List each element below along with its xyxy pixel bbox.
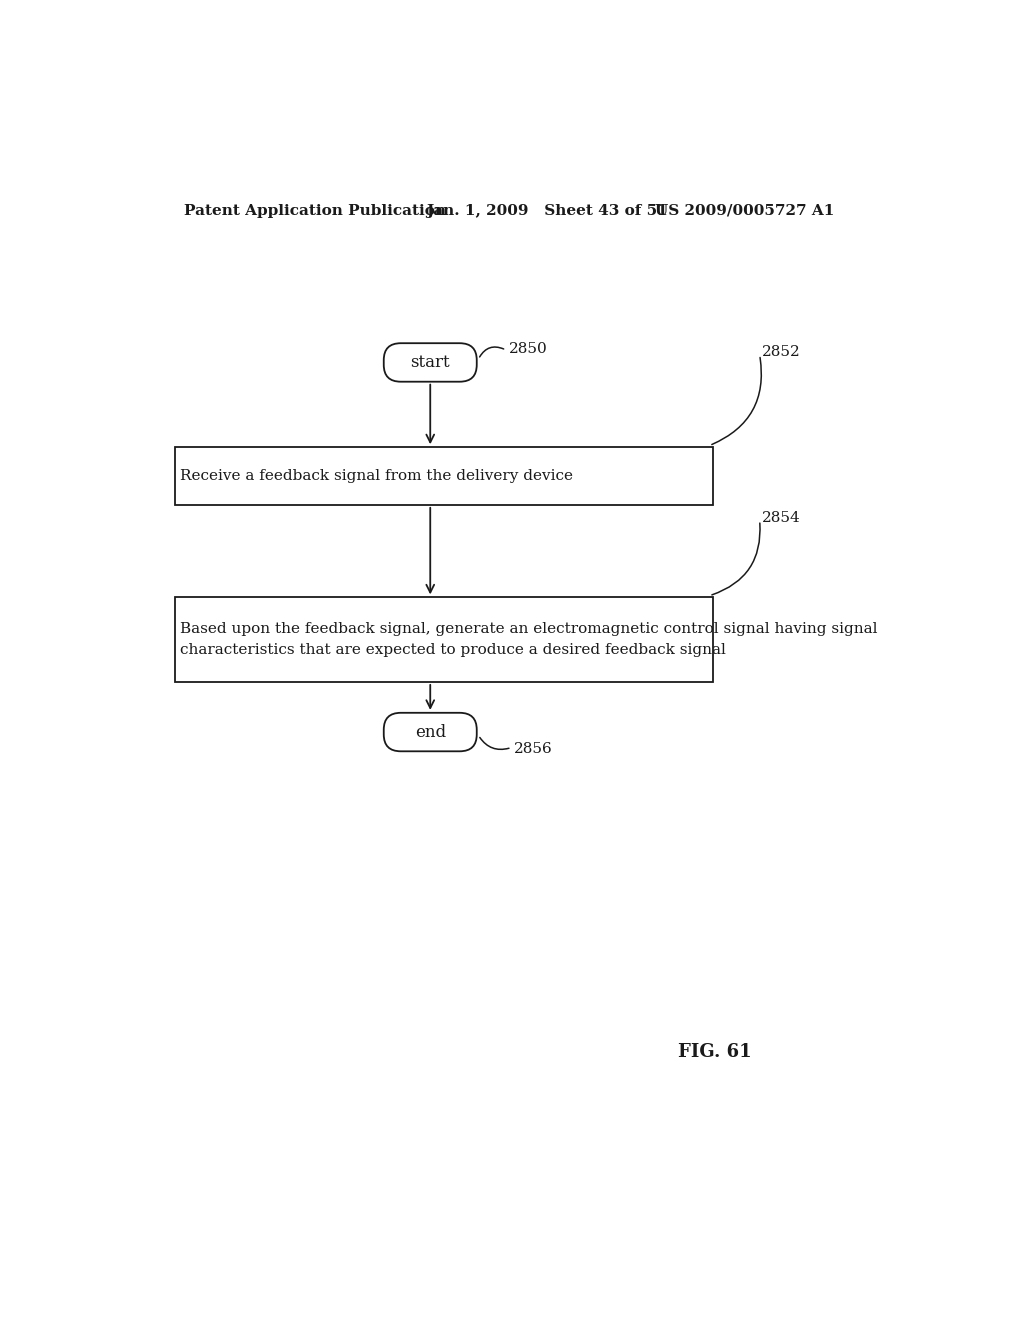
Text: Jan. 1, 2009   Sheet 43 of 51: Jan. 1, 2009 Sheet 43 of 51: [426, 203, 668, 218]
FancyBboxPatch shape: [384, 343, 477, 381]
Text: Patent Application Publication: Patent Application Publication: [183, 203, 445, 218]
Text: Receive a feedback signal from the delivery device: Receive a feedback signal from the deliv…: [180, 469, 572, 483]
Text: 2852: 2852: [762, 346, 801, 359]
Text: 2856: 2856: [514, 742, 553, 756]
Text: end: end: [415, 723, 445, 741]
Text: start: start: [411, 354, 451, 371]
FancyBboxPatch shape: [384, 713, 477, 751]
Text: Based upon the feedback signal, generate an electromagnetic control signal havin: Based upon the feedback signal, generate…: [180, 622, 878, 657]
Text: 2850: 2850: [509, 342, 547, 355]
Bar: [174, 447, 713, 506]
Text: FIG. 61: FIG. 61: [678, 1043, 752, 1060]
Bar: [174, 597, 713, 682]
Text: 2854: 2854: [762, 511, 801, 525]
Text: US 2009/0005727 A1: US 2009/0005727 A1: [655, 203, 835, 218]
